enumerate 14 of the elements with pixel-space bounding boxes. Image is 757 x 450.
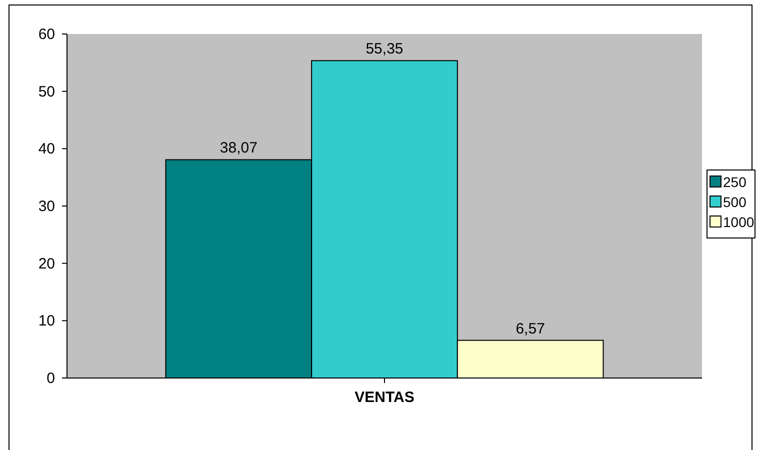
y-tick-label: 0 xyxy=(46,370,55,387)
y-tick-label: 60 xyxy=(38,26,55,43)
data-label: 55,35 xyxy=(366,40,404,58)
data-label: 38,07 xyxy=(220,140,258,157)
y-tick-label: 40 xyxy=(38,140,55,158)
y-tick-label: 30 xyxy=(38,198,55,215)
legend-label: 250 xyxy=(723,174,747,190)
y-tick-label: 20 xyxy=(38,255,55,272)
y-tick-label: 10 xyxy=(38,312,55,330)
x-tick-label: VENTAS xyxy=(354,389,414,406)
legend-label: 1000 xyxy=(723,214,754,230)
data-label: 6,57 xyxy=(516,320,545,338)
legend-label: 500 xyxy=(723,194,747,210)
y-tick-label: 50 xyxy=(38,83,55,100)
